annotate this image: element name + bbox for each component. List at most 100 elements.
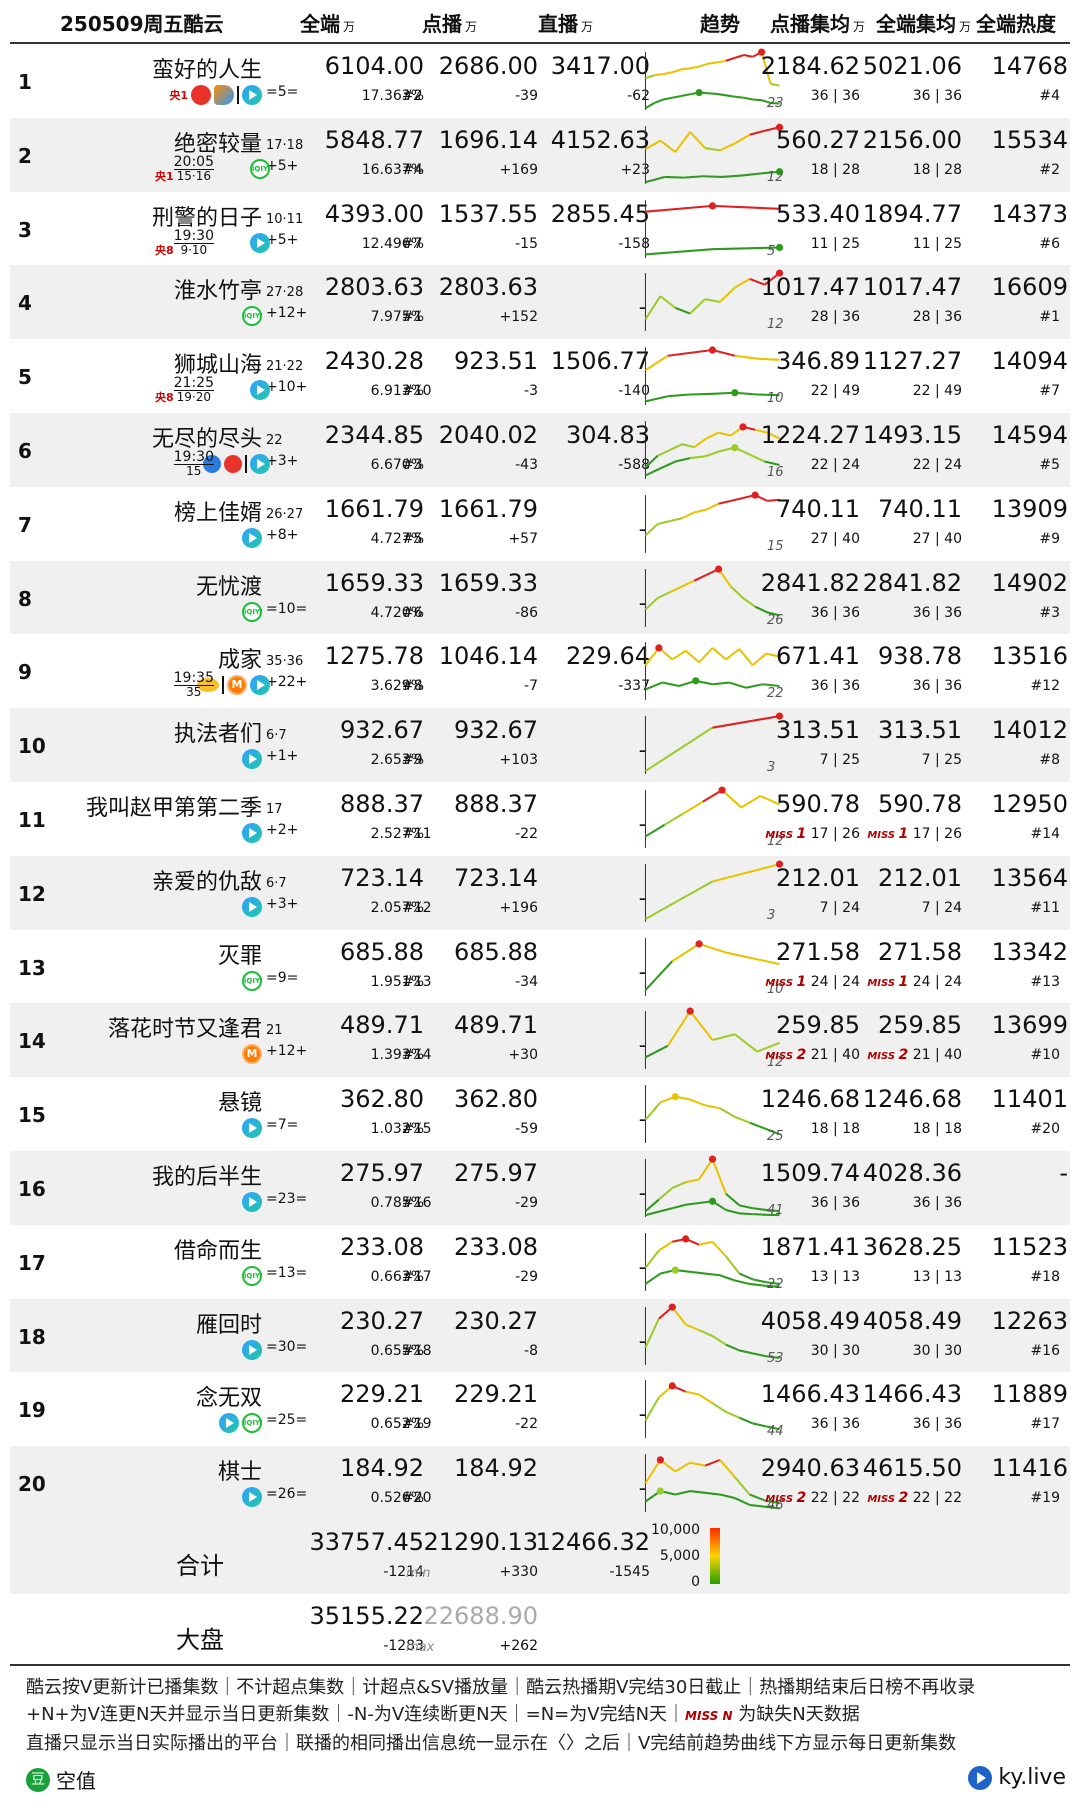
trend-segment — [752, 1207, 767, 1211]
episode-avg-vod: 2940.63 — [760, 1454, 860, 1483]
episode-avg-vod-count: 27 | 40 — [810, 530, 860, 547]
vod-delta: +152 — [499, 309, 538, 326]
rank-number: 7 — [18, 512, 32, 537]
vod-delta: -59 — [515, 1121, 538, 1138]
vod-delta: -39 — [515, 88, 538, 104]
episode-avg-all-count: MISS 2 22 | 22 — [867, 1490, 962, 1507]
total-all: 33757.45 — [309, 1528, 424, 1556]
trend-peak-marker — [731, 389, 739, 397]
heat-value: 16609 — [991, 273, 1068, 302]
trend-segment — [743, 54, 753, 58]
all-views: 275.97 — [340, 1158, 424, 1187]
youku-icon — [242, 1118, 262, 1139]
heat-rank: #13 — [1030, 973, 1060, 990]
schedule-episodes: 15·16 — [176, 168, 211, 183]
market-all-delta: -1283 — [383, 1638, 424, 1654]
heat-value: 14012 — [991, 716, 1068, 745]
live-empty: - — [638, 1476, 646, 1501]
episode-avg-vod: 1017.47 — [760, 273, 860, 302]
rank-number: 9 — [18, 660, 32, 685]
trend-segment — [754, 428, 768, 434]
trend-segment — [707, 61, 718, 65]
all-share: 0.652% — [370, 1416, 424, 1433]
trend-segment — [765, 1280, 780, 1285]
update-status: =10= — [266, 600, 308, 617]
vod-rank: #8 — [402, 678, 423, 695]
youku-icon — [242, 527, 262, 548]
total-row: 合计 33757.45 -1214 21290.13 min +330 1246… — [10, 1520, 1070, 1594]
trend-segment — [764, 1127, 780, 1136]
trend-peak-marker — [656, 1456, 664, 1464]
episode-avg-all: 2156.00 — [862, 125, 962, 154]
trend-segment — [690, 392, 713, 396]
vod-views: 184.92 — [454, 1454, 538, 1483]
heat-value: 11523 — [991, 1232, 1068, 1261]
trend-segment — [766, 431, 780, 440]
trend-segment — [712, 862, 780, 883]
trend-peak-marker — [682, 1235, 690, 1243]
all-views: 184.92 — [340, 1454, 424, 1483]
all-views: 685.88 — [340, 937, 424, 966]
douban-icon: 豆 — [26, 1767, 50, 1792]
schedule-inner: 20:05 15·16 — [173, 155, 214, 183]
trend-segment — [681, 443, 695, 449]
episode-range: 6·7 — [266, 875, 287, 891]
all-share: 4.720% — [370, 604, 424, 621]
heat-rank: #3 — [1039, 604, 1060, 621]
jiangsu-tv-icon — [224, 454, 242, 473]
episode-avg-vod: 313.51 — [776, 716, 860, 745]
all-share: 2.653% — [370, 752, 424, 769]
episode-range: 22 — [266, 432, 283, 448]
trend-segment — [698, 1394, 714, 1405]
all-share: 7.975% — [370, 309, 424, 326]
trend-peak-marker — [695, 88, 703, 97]
vod-rank: #19 — [402, 1416, 432, 1433]
episode-avg-vod-count: 36 | 36 — [810, 1416, 860, 1433]
live-empty: - — [638, 885, 646, 910]
vod-rank: #4 — [402, 161, 423, 178]
trend-segment — [705, 431, 720, 440]
update-status: +22+ — [266, 674, 308, 691]
heat-rank: #5 — [1039, 456, 1060, 473]
all-views: 932.67 — [340, 716, 424, 745]
update-status: =9= — [266, 969, 299, 986]
all-share: 1.951% — [370, 973, 424, 990]
trend-chart — [640, 860, 785, 926]
vod-rank: #12 — [402, 899, 432, 916]
episode-avg-all: 271.58 — [878, 937, 962, 966]
trend-segment — [734, 1033, 758, 1053]
trend-segment — [707, 92, 718, 95]
trend-svg — [644, 1085, 780, 1144]
trend-segment — [644, 355, 669, 372]
vod-views: 1046.14 — [438, 642, 538, 671]
trend-chart — [640, 269, 785, 335]
trend-segment — [674, 307, 691, 315]
episode-avg-all: 2841.82 — [862, 568, 962, 597]
trend-segment — [764, 1499, 780, 1505]
youku-icon — [250, 232, 270, 253]
trend-segment — [752, 653, 767, 667]
trend-peak-marker — [718, 786, 726, 794]
update-status: +5+ — [266, 157, 299, 174]
trend-segment — [711, 1334, 727, 1346]
vod-rank: #5 — [402, 530, 423, 547]
trend-segment — [644, 1249, 660, 1269]
live-delta: -588 — [618, 456, 650, 473]
vod-views: 230.27 — [454, 1306, 538, 1335]
trend-segment — [752, 98, 762, 102]
trend-segment — [704, 298, 721, 304]
trend-segment — [752, 1278, 767, 1283]
platform-badges — [242, 1117, 262, 1139]
heat-value: 13564 — [991, 863, 1068, 892]
trend-segment — [764, 460, 780, 467]
vod-delta: -86 — [515, 604, 538, 621]
live-empty: - — [638, 516, 646, 541]
youku-icon — [242, 1487, 262, 1508]
episode-avg-vod: 259.85 — [776, 1011, 860, 1040]
trend-peak-marker — [695, 939, 703, 948]
episode-avg-vod-count: 36 | 36 — [810, 604, 860, 621]
trend-segment — [722, 174, 742, 178]
play-icon — [968, 1765, 993, 1790]
trend-svg — [644, 642, 780, 701]
trend-segment — [681, 511, 695, 519]
